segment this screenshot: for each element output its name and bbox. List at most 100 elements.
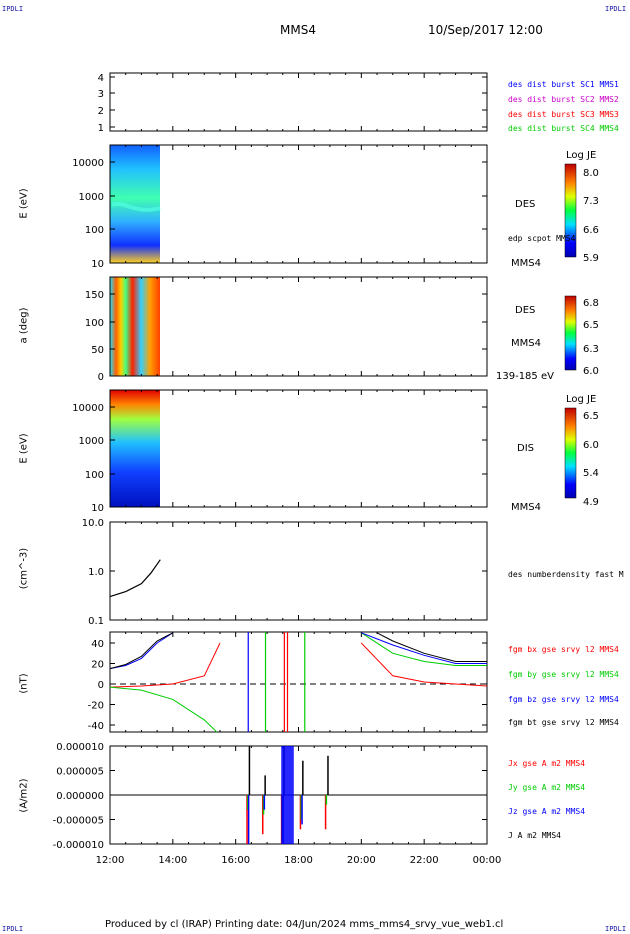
panel6-ylabel: (nT) xyxy=(18,673,30,694)
panel4-spectrogram xyxy=(110,390,160,507)
panel1-legend-3: des dist burst SC3 MMS3 xyxy=(508,110,619,119)
panel6-ytick-4: -40 xyxy=(88,721,104,732)
panel4-ytick-3: 10 xyxy=(91,503,104,514)
panel4-colorbar-tick-1: 6.0 xyxy=(583,440,599,451)
by-line xyxy=(361,632,487,666)
panel4-colorbar xyxy=(564,407,577,499)
panel2-label: DES xyxy=(515,199,536,210)
page-title: MMS4 xyxy=(280,23,316,37)
panel3-colorbar-tick-3: 6.0 xyxy=(583,366,599,377)
panel1-ytick-2: 2 xyxy=(98,106,104,117)
x-tick-label-2: 16:00 xyxy=(221,855,250,866)
corner-label-bottom-right: IPDLI xyxy=(605,925,627,933)
panel7-legend-jy: Jy gse A m2 MMS4 xyxy=(508,783,586,792)
panel3-ylabel: a (deg) xyxy=(18,307,30,344)
panel5-frame xyxy=(109,521,488,621)
panel6-legend-by: fgm by gse srvy l2 MMS4 xyxy=(508,670,619,679)
panel6-ytick-3: -20 xyxy=(88,701,104,712)
panel3-bottom-label: 139-185 eV xyxy=(496,371,554,382)
panel5-ytick-0: 10.0 xyxy=(82,518,104,529)
panel6-legend-bz: fgm bz gse srvy l2 MMS4 xyxy=(508,695,619,704)
panel5-ytick-1: 1.0 xyxy=(88,567,104,578)
panel4-ytick-0: 10000 xyxy=(72,403,104,414)
panel5-ytick-2: 0.1 xyxy=(88,616,104,627)
footer-text: Produced by cl (IRAP) Printing date: 04/… xyxy=(105,919,504,930)
panel2-colorbar-tick-3: 5.9 xyxy=(583,253,599,264)
corner-label-bottom-left: IPDLI xyxy=(2,925,24,933)
panel3-ytick-2: 50 xyxy=(91,345,104,356)
x-tick-label-4: 20:00 xyxy=(347,855,376,866)
panel1-legend-2: des dist burst SC2 MMS2 xyxy=(508,95,619,104)
by-line xyxy=(109,686,218,733)
panel2-ytick-1: 1000 xyxy=(79,192,104,203)
x-tick-label-3: 18:00 xyxy=(284,855,313,866)
panel7-ytick-3: -0.000005 xyxy=(53,816,104,827)
panel2-spectrogram-feature xyxy=(111,201,161,212)
x-tick-label-1: 14:00 xyxy=(158,855,187,866)
panel3-spectrogram xyxy=(110,277,160,376)
bz-line xyxy=(109,632,174,670)
panel4-ytick-2: 100 xyxy=(85,470,104,481)
panel1-ytick-0: 4 xyxy=(98,73,104,84)
panel6-ytick-1: 20 xyxy=(91,660,104,671)
panel4-bottom-label: MMS4 xyxy=(511,502,541,513)
panel2-colorbar-tick-2: 6.6 xyxy=(583,225,599,236)
panel3-colorbar-tick-0: 6.8 xyxy=(583,298,599,309)
corner-label-top-left: IPDLI xyxy=(2,5,24,13)
panel4-ytick-1: 1000 xyxy=(79,436,104,447)
panel7-ytick-4: -0.000010 xyxy=(53,840,104,851)
panel4-colorbar-title: Log JE xyxy=(566,394,597,405)
panel1-legend-1: des dist burst SC1 MMS1 xyxy=(508,80,619,89)
panel1-frame xyxy=(109,72,488,132)
panel3-colorbar xyxy=(564,295,577,371)
panel6-legend-bx: fgm bx gse srvy l2 MMS4 xyxy=(508,645,619,654)
panel3-frame xyxy=(109,276,488,377)
x-tick-label-5: 22:00 xyxy=(410,855,439,866)
panel4-frame xyxy=(109,389,488,508)
panel4-label: DIS xyxy=(517,443,534,454)
panel4-ylabel: E (eV) xyxy=(18,433,30,464)
panel2-bottom-label: MMS4 xyxy=(511,258,541,269)
x-tick-label-6: 00:00 xyxy=(473,855,502,866)
panel5-ylabel: (cm^-3) xyxy=(18,547,30,590)
panel3-ytick-3: 0 xyxy=(98,372,104,383)
panel4-colorbar-tick-3: 4.9 xyxy=(583,497,599,508)
panel6-legend-bt: fgm bt gse srvy l2 MMS4 xyxy=(508,718,619,727)
panel2-colorbar-tick-0: 8.0 xyxy=(583,168,599,179)
panel2-ylabel: E (eV) xyxy=(18,188,30,219)
panel7-ytick-1: 0.000005 xyxy=(56,767,104,778)
panel7-legend-jx: Jx gse A m2 MMS4 xyxy=(508,759,586,768)
corner-label-top-right: IPDLI xyxy=(605,5,627,13)
page-date: 10/Sep/2017 12:00 xyxy=(428,23,543,37)
panel1-ytick-1: 3 xyxy=(98,89,104,100)
panel7-ytick-0: 0.000010 xyxy=(56,742,104,753)
panel2-side-note: edp scpot MMS4 xyxy=(508,234,576,243)
panel2-ytick-2: 100 xyxy=(85,225,104,236)
bz-line xyxy=(361,632,487,664)
panel5-legend: des numberdensity fast M xyxy=(508,570,624,579)
density-line xyxy=(109,559,161,598)
panel7-legend-jz: Jz gse A m2 MMS4 xyxy=(508,807,586,816)
panel3-ytick-1: 100 xyxy=(85,318,104,329)
plot-content: 4321100001000100108.07.36.65.91501005006… xyxy=(53,72,599,866)
panel2-colorbar xyxy=(564,163,577,258)
x-tick-label-0: 12:00 xyxy=(96,855,125,866)
panel3-label: DES xyxy=(515,305,536,316)
panel3-colorbar-tick-1: 6.5 xyxy=(583,320,599,331)
panel2-colorbar-tick-1: 7.3 xyxy=(583,196,599,207)
panel7-ylabel: (A/m2) xyxy=(18,778,30,813)
bt-line xyxy=(109,632,174,670)
panel2-frame xyxy=(109,144,488,264)
panel6-ytick-2: 0 xyxy=(98,680,104,691)
panel2-ytick-3: 10 xyxy=(91,259,104,270)
panel2-colorbar-title: Log JE xyxy=(566,150,597,161)
panel4-colorbar-tick-2: 5.4 xyxy=(583,468,599,479)
bt-line xyxy=(376,632,487,662)
panel3-colorbar-tick-2: 6.3 xyxy=(583,344,599,355)
bx-line xyxy=(109,642,221,688)
panel7-ytick-2: 0.000000 xyxy=(56,791,104,802)
current-burst-region xyxy=(281,746,294,844)
panel7-legend-j: J A m2 MMS4 xyxy=(508,831,561,840)
